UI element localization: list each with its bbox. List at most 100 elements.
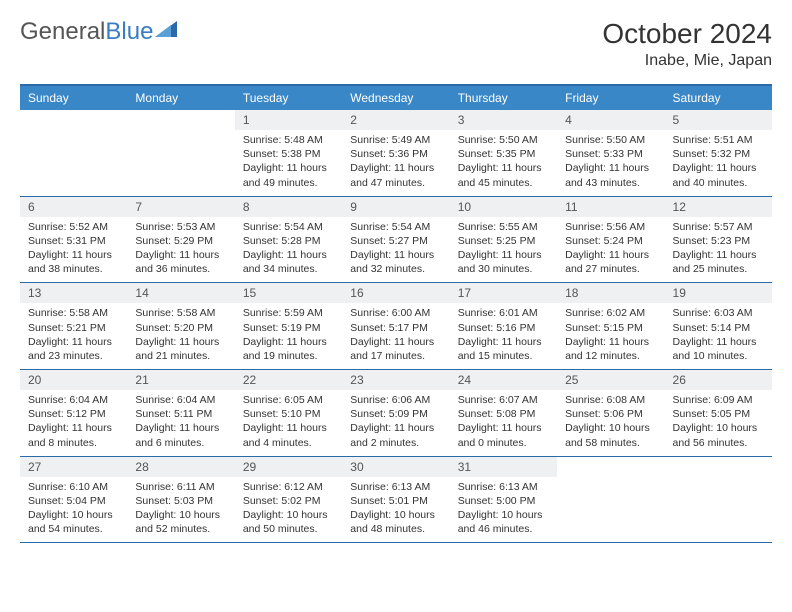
sunrise-text: Sunrise: 6:05 AM [243,393,334,407]
sunrise-text: Sunrise: 5:57 AM [673,220,764,234]
sunrise-text: Sunrise: 6:03 AM [673,306,764,320]
sunrise-text: Sunrise: 5:56 AM [565,220,656,234]
day-number: 20 [20,370,127,390]
sunrise-text: Sunrise: 6:07 AM [458,393,549,407]
sunrise-text: Sunrise: 5:48 AM [243,133,334,147]
week-row: 2728293031Sunrise: 6:10 AMSunset: 5:04 P… [20,457,772,544]
daylight-text: Daylight: 10 hours and 48 minutes. [350,508,441,536]
day-cell: Sunrise: 6:09 AMSunset: 5:05 PMDaylight:… [665,390,772,456]
day-number: 7 [127,197,234,217]
day-header-friday: Friday [557,86,664,110]
day-cell: Sunrise: 5:56 AMSunset: 5:24 PMDaylight:… [557,217,664,283]
day-number [665,457,772,477]
sunset-text: Sunset: 5:23 PM [673,234,764,248]
sunrise-text: Sunrise: 5:52 AM [28,220,119,234]
day-cell: Sunrise: 6:13 AMSunset: 5:00 PMDaylight:… [450,477,557,543]
day-cell: Sunrise: 5:55 AMSunset: 5:25 PMDaylight:… [450,217,557,283]
day-cell: Sunrise: 6:06 AMSunset: 5:09 PMDaylight:… [342,390,449,456]
sunset-text: Sunset: 5:35 PM [458,147,549,161]
daylight-text: Daylight: 11 hours and 32 minutes. [350,248,441,276]
sunset-text: Sunset: 5:01 PM [350,494,441,508]
week-header: Sunday Monday Tuesday Wednesday Thursday… [20,86,772,110]
day-cell: Sunrise: 5:58 AMSunset: 5:20 PMDaylight:… [127,303,234,369]
day-cell: Sunrise: 5:50 AMSunset: 5:33 PMDaylight:… [557,130,664,196]
day-number [127,110,234,130]
sunrise-text: Sunrise: 6:13 AM [458,480,549,494]
daylight-text: Daylight: 11 hours and 38 minutes. [28,248,119,276]
day-cell: Sunrise: 6:11 AMSunset: 5:03 PMDaylight:… [127,477,234,543]
day-header-thursday: Thursday [450,86,557,110]
sunrise-text: Sunrise: 6:00 AM [350,306,441,320]
week-row: 12345Sunrise: 5:48 AMSunset: 5:38 PMDayl… [20,110,772,197]
daylight-text: Daylight: 11 hours and 34 minutes. [243,248,334,276]
day-number: 28 [127,457,234,477]
day-cell: Sunrise: 6:05 AMSunset: 5:10 PMDaylight:… [235,390,342,456]
sunrise-text: Sunrise: 6:08 AM [565,393,656,407]
daylight-text: Daylight: 11 hours and 17 minutes. [350,335,441,363]
day-cell: Sunrise: 5:50 AMSunset: 5:35 PMDaylight:… [450,130,557,196]
title-block: October 2024 Inabe, Mie, Japan [602,18,772,70]
day-number [20,110,127,130]
daylight-text: Daylight: 11 hours and 19 minutes. [243,335,334,363]
daylight-text: Daylight: 10 hours and 58 minutes. [565,421,656,449]
day-number: 13 [20,283,127,303]
day-number: 5 [665,110,772,130]
calendar: Sunday Monday Tuesday Wednesday Thursday… [20,84,772,543]
sunrise-text: Sunrise: 6:13 AM [350,480,441,494]
sunset-text: Sunset: 5:20 PM [135,321,226,335]
sunset-text: Sunset: 5:17 PM [350,321,441,335]
daylight-text: Daylight: 11 hours and 49 minutes. [243,161,334,189]
daylight-text: Daylight: 11 hours and 0 minutes. [458,421,549,449]
sunrise-text: Sunrise: 6:12 AM [243,480,334,494]
daylight-text: Daylight: 11 hours and 30 minutes. [458,248,549,276]
day-cell: Sunrise: 6:12 AMSunset: 5:02 PMDaylight:… [235,477,342,543]
day-cell: Sunrise: 5:58 AMSunset: 5:21 PMDaylight:… [20,303,127,369]
day-number: 19 [665,283,772,303]
day-header-saturday: Saturday [665,86,772,110]
daylight-text: Daylight: 11 hours and 27 minutes. [565,248,656,276]
daylight-text: Daylight: 11 hours and 8 minutes. [28,421,119,449]
daylight-text: Daylight: 11 hours and 2 minutes. [350,421,441,449]
sunset-text: Sunset: 5:00 PM [458,494,549,508]
logo-text-general: General [20,18,105,46]
day-number: 16 [342,283,449,303]
day-number: 14 [127,283,234,303]
day-number: 27 [20,457,127,477]
daylight-text: Daylight: 10 hours and 50 minutes. [243,508,334,536]
sunrise-text: Sunrise: 5:59 AM [243,306,334,320]
daylight-text: Daylight: 10 hours and 56 minutes. [673,421,764,449]
daylight-text: Daylight: 10 hours and 52 minutes. [135,508,226,536]
daylight-text: Daylight: 11 hours and 45 minutes. [458,161,549,189]
sunset-text: Sunset: 5:33 PM [565,147,656,161]
sunset-text: Sunset: 5:25 PM [458,234,549,248]
day-cell: Sunrise: 5:48 AMSunset: 5:38 PMDaylight:… [235,130,342,196]
day-number: 17 [450,283,557,303]
day-cell: Sunrise: 6:04 AMSunset: 5:11 PMDaylight:… [127,390,234,456]
daylight-text: Daylight: 11 hours and 15 minutes. [458,335,549,363]
day-cell: Sunrise: 6:10 AMSunset: 5:04 PMDaylight:… [20,477,127,543]
sunrise-text: Sunrise: 6:09 AM [673,393,764,407]
day-number: 21 [127,370,234,390]
sunrise-text: Sunrise: 5:53 AM [135,220,226,234]
day-cell: Sunrise: 5:54 AMSunset: 5:28 PMDaylight:… [235,217,342,283]
sunrise-text: Sunrise: 5:54 AM [243,220,334,234]
logo-text-blue: Blue [105,18,153,46]
daylight-text: Daylight: 11 hours and 21 minutes. [135,335,226,363]
sunset-text: Sunset: 5:24 PM [565,234,656,248]
day-number: 30 [342,457,449,477]
sunrise-text: Sunrise: 6:11 AM [135,480,226,494]
sunrise-text: Sunrise: 5:51 AM [673,133,764,147]
daylight-text: Daylight: 10 hours and 46 minutes. [458,508,549,536]
day-number: 8 [235,197,342,217]
day-number: 2 [342,110,449,130]
month-title: October 2024 [602,18,772,50]
day-number: 9 [342,197,449,217]
daylight-text: Daylight: 10 hours and 54 minutes. [28,508,119,536]
sunrise-text: Sunrise: 5:50 AM [458,133,549,147]
sunrise-text: Sunrise: 6:04 AM [135,393,226,407]
sunrise-text: Sunrise: 6:10 AM [28,480,119,494]
day-cell: Sunrise: 6:03 AMSunset: 5:14 PMDaylight:… [665,303,772,369]
day-cell: Sunrise: 5:49 AMSunset: 5:36 PMDaylight:… [342,130,449,196]
day-cell [665,477,772,543]
daylight-text: Daylight: 11 hours and 47 minutes. [350,161,441,189]
